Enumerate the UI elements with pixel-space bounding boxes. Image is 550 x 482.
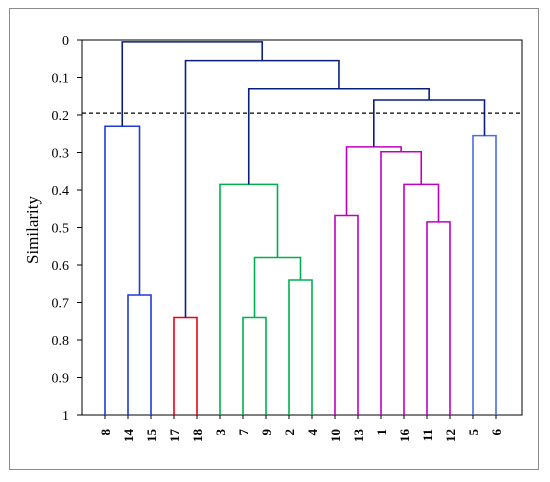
y-tick-label: 1 bbox=[62, 409, 69, 424]
y-tick-label: 0.4 bbox=[52, 184, 70, 199]
leaf-label-2: 2 bbox=[282, 429, 297, 436]
link-n_17_18 bbox=[173, 316, 198, 415]
link-n_7_9 bbox=[242, 316, 267, 415]
x-axis-leaf-labels: 8 14 15 17 18 3 7 9 2 4 10 13 1 16 11 12 5 6 bbox=[98, 415, 504, 442]
link-n_17_all bbox=[184, 59, 340, 318]
leaf-label-6: 6 bbox=[489, 429, 504, 436]
link-n_8_g bbox=[104, 125, 141, 415]
y-tick-label: 0.7 bbox=[52, 297, 70, 312]
y-tick-label: 0.2 bbox=[52, 109, 70, 124]
link-n_1_g bbox=[380, 150, 423, 415]
link-n_2_4 bbox=[288, 279, 313, 415]
leaf-label-11: 11 bbox=[420, 429, 435, 441]
y-tick-label: 0 bbox=[62, 34, 69, 49]
dendrogram-links bbox=[82, 41, 522, 415]
y-axis: 0 0.1 0.2 0.3 0.4 0.5 0.6 0.7 0.8 0.9 1 bbox=[52, 34, 82, 424]
leaf-label-7: 7 bbox=[236, 429, 251, 436]
y-tick-label: 0.3 bbox=[52, 147, 70, 162]
leaf-label-9: 9 bbox=[259, 429, 274, 436]
leaf-label-4: 4 bbox=[305, 429, 320, 436]
plot-area bbox=[81, 39, 523, 416]
link-n_mg_56 bbox=[373, 99, 486, 147]
y-tick-label: 0.6 bbox=[52, 259, 70, 274]
link-n_m_g bbox=[345, 146, 402, 216]
leaf-label-5: 5 bbox=[466, 429, 481, 436]
link-n_11_12 bbox=[426, 221, 451, 415]
y-tick-label: 0.5 bbox=[52, 222, 70, 237]
y-axis-title: Similarity bbox=[23, 196, 42, 265]
y-tick-label: 0.9 bbox=[52, 372, 70, 387]
link-n_5_6 bbox=[472, 134, 497, 415]
leaf-label-1: 1 bbox=[374, 429, 389, 436]
leaf-label-16: 16 bbox=[397, 429, 412, 443]
link-n_g_mg bbox=[247, 87, 430, 185]
leaf-label-8: 8 bbox=[98, 429, 113, 436]
leaf-label-18: 18 bbox=[190, 429, 205, 443]
link-n_14_15 bbox=[127, 294, 152, 415]
leaf-label-17: 17 bbox=[167, 429, 182, 443]
plot-border bbox=[81, 39, 523, 416]
leaf-label-10: 10 bbox=[328, 429, 343, 442]
leaf-label-12: 12 bbox=[443, 429, 458, 442]
link-n_79_24 bbox=[253, 256, 302, 318]
link-n_10_13 bbox=[334, 214, 359, 415]
y-tick-label: 0.1 bbox=[52, 72, 70, 87]
link-n_root bbox=[121, 41, 264, 127]
leaf-label-15: 15 bbox=[144, 429, 159, 443]
leaf-label-14: 14 bbox=[121, 429, 136, 443]
leaf-label-13: 13 bbox=[351, 429, 366, 443]
y-tick-label: 0.8 bbox=[52, 334, 70, 349]
leaf-label-3: 3 bbox=[213, 429, 228, 436]
link-n_3_g bbox=[219, 183, 279, 415]
link-n_16_g bbox=[403, 183, 440, 415]
